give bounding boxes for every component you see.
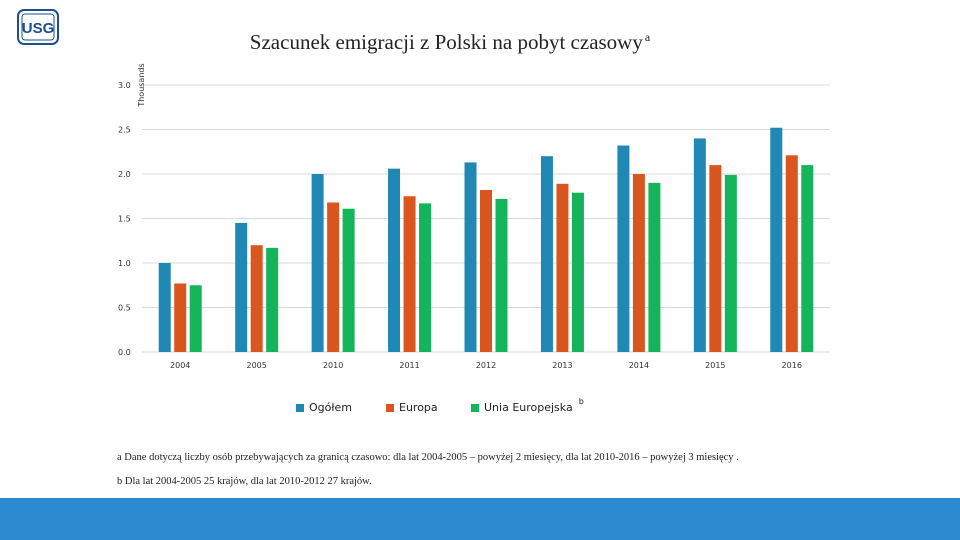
bar-unia-europejska-2013 [571, 192, 584, 352]
x-tick-label: 2011 [399, 361, 419, 370]
y-tick-label: 1.0 [118, 259, 131, 268]
bar-europa-2014 [632, 174, 645, 352]
bar-ogółem-2015 [693, 138, 706, 352]
bar-europa-2005 [250, 245, 263, 352]
logo-text: USG [22, 20, 55, 37]
bar-europa-2015 [709, 165, 722, 352]
legend-item-unia: Unia Europejska b [471, 397, 584, 414]
usg-logo: USG [17, 9, 59, 45]
x-tick-label: 2005 [246, 361, 266, 370]
bar-europa-2013 [556, 183, 569, 352]
bar-ogółem-2004 [158, 263, 171, 352]
bar-unia-europejska-2014 [648, 182, 661, 352]
y-tick-label: 1.5 [118, 215, 131, 224]
chart-title: Szacunek emigracji z Polski na pobyt cza… [0, 30, 900, 55]
bar-ogółem-2011 [388, 168, 401, 352]
legend-label-unia: Unia Europejska [484, 401, 573, 414]
y-tick-label: 2.5 [118, 126, 131, 135]
x-tick-label: 2004 [170, 361, 190, 370]
y-tick-label: 3.0 [118, 81, 131, 90]
bar-ogółem-2012 [464, 162, 477, 352]
legend-label-europa: Europa [399, 401, 438, 414]
footnote-b: b Dla lat 2004-2005 25 krajów, dla lat 2… [117, 476, 372, 487]
bar-europa-2010 [327, 202, 340, 352]
y-tick-label: 0.0 [118, 348, 131, 357]
bar-ogółem-2013 [540, 156, 553, 352]
bar-ogółem-2016 [770, 127, 783, 352]
bar-unia-europejska-2010 [342, 208, 355, 352]
x-tick-label: 2010 [323, 361, 343, 370]
x-tick-label: 2016 [782, 361, 802, 370]
bar-europa-2012 [480, 190, 492, 352]
bar-europa-2016 [785, 155, 798, 352]
legend-label-ogolem: Ogółem [309, 401, 352, 414]
legend-footnote-mark: b [578, 397, 584, 406]
bar-unia-europejska-2011 [419, 203, 432, 352]
bar-europa-2004 [174, 283, 187, 352]
bottom-bar [0, 498, 960, 540]
bar-ogółem-2010 [311, 174, 324, 352]
bar-unia-europejska-2005 [266, 247, 279, 352]
legend-item-europa: Europa [386, 401, 438, 414]
y-tick-label: 0.5 [118, 304, 131, 313]
x-tick-label: 2013 [552, 361, 572, 370]
bar-ogółem-2014 [617, 145, 630, 352]
footnote-a: a Dane dotyczą liczby osób przebywającyc… [117, 452, 739, 463]
bar-unia-europejska-2012 [495, 198, 508, 352]
bar-ogółem-2005 [235, 222, 248, 352]
y-axis-label: Thousands [137, 63, 146, 107]
bar-chart: 0.0 0.5 1.0 1.5 2.0 2.5 3.0 Thousands 2004 2005 20… [118, 63, 830, 370]
legend-swatch-unia [471, 403, 479, 412]
x-tick-label: 2012 [476, 361, 496, 370]
bar-europa-2011 [403, 196, 416, 352]
bar-unia-europejska-2015 [724, 174, 737, 352]
x-tick-label: 2014 [629, 361, 649, 370]
legend-swatch-europa [386, 403, 394, 412]
bar-unia-europejska-2004 [189, 285, 202, 352]
chart-title-superscript: a [644, 30, 651, 44]
legend-item-ogolem: Ogółem [296, 401, 352, 414]
bar-unia-europejska-2016 [801, 165, 814, 352]
legend-swatch-ogolem [296, 403, 304, 412]
y-tick-label: 2.0 [118, 170, 131, 179]
chart-legend: Ogółem Europa Unia Europejska b [0, 397, 960, 421]
chart-title-text: Szacunek emigracji z Polski na pobyt cza… [249, 30, 643, 54]
x-tick-label: 2015 [705, 361, 725, 370]
